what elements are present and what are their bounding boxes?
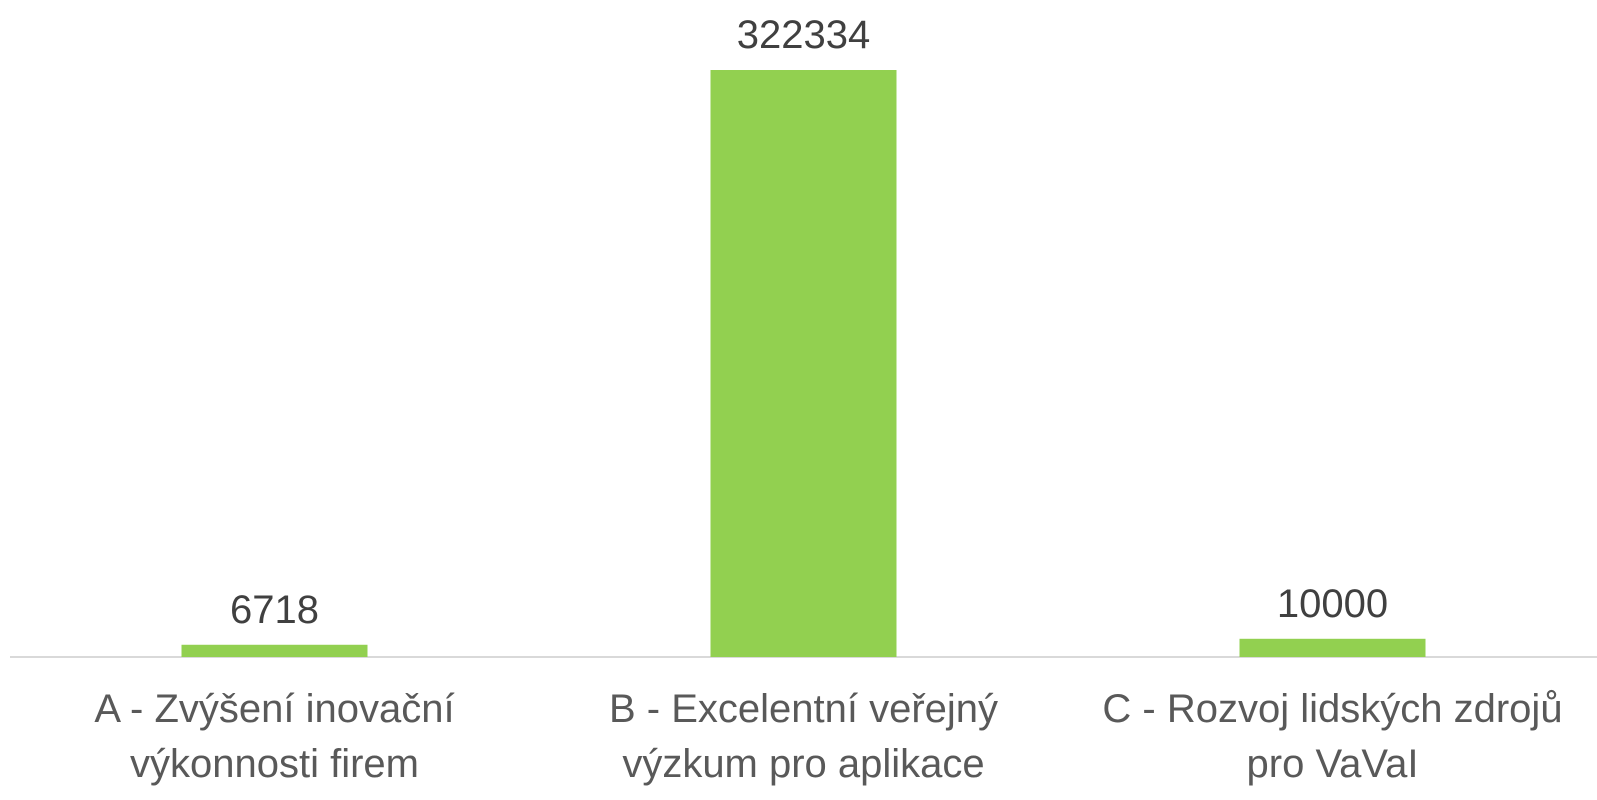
category-label-0-line-0: A - Zvýšení inovační [94,687,454,731]
data-label-1: 322334 [737,13,870,57]
data-label-0: 6718 [230,588,319,632]
data-label-2: 10000 [1277,582,1388,626]
category-label-1-line-0: B - Excelentní veřejný [609,687,998,731]
category-label-2-line-0: C - Rozvoj lidských zdrojů [1102,687,1562,731]
category-label-0-line-1: výkonnosti firem [130,742,419,786]
bar-0 [181,644,368,657]
category-label-1-line-1: výzkum pro aplikace [622,742,984,786]
bar-2 [1239,638,1426,657]
bar-1 [710,70,897,657]
category-label-2-line-1: pro VaVaI [1247,742,1419,786]
